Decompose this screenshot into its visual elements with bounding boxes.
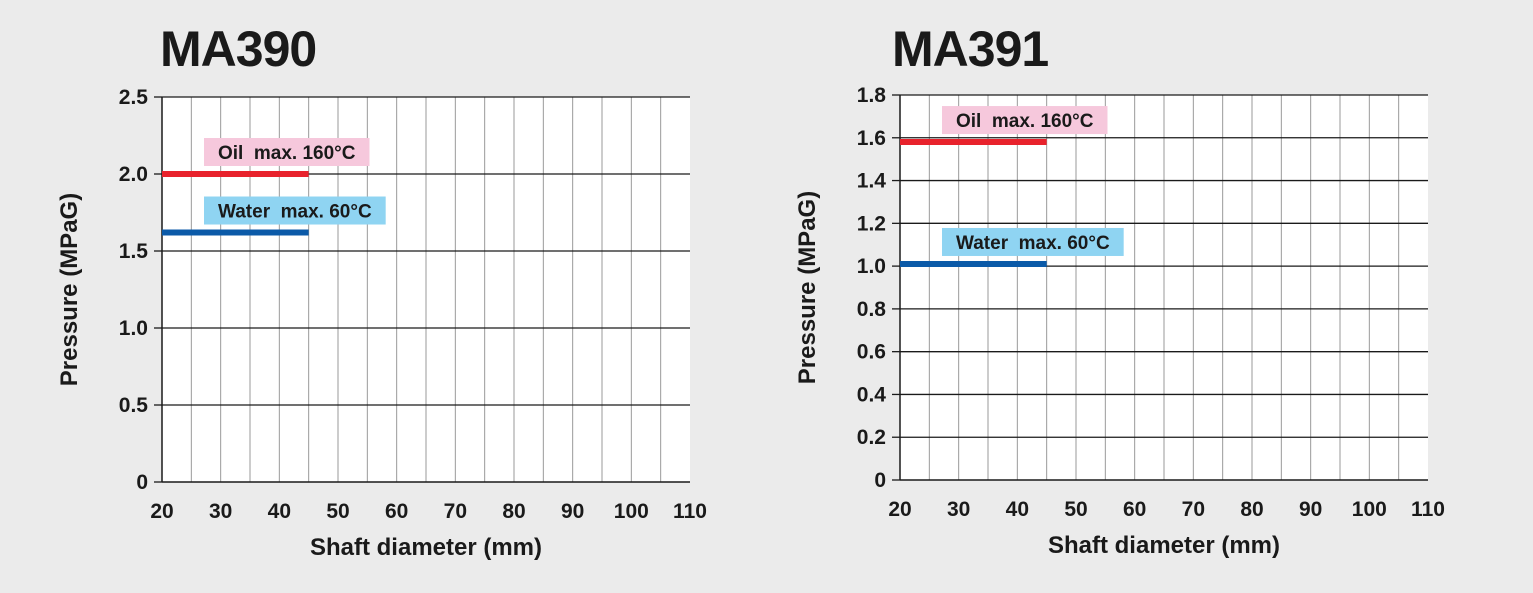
- y-tick-label: 0.6: [857, 341, 886, 364]
- x-tick-label: 50: [1064, 498, 1087, 521]
- x-tick-label: 110: [673, 500, 707, 523]
- chart-title: MA391: [892, 21, 1049, 77]
- x-tick-label: 90: [1299, 498, 1322, 521]
- x-tick-label: 80: [1240, 498, 1263, 521]
- chart-title: MA390: [160, 21, 317, 77]
- x-tick-label: 70: [1182, 498, 1205, 521]
- x-tick-label: 40: [1006, 498, 1029, 521]
- x-tick-label: 60: [385, 500, 408, 523]
- x-tick-label: 40: [268, 500, 291, 523]
- series-label: Water max. 60°C: [956, 233, 1110, 254]
- y-tick-label: 1.0: [119, 317, 148, 340]
- y-tick-label: 2.5: [119, 86, 149, 109]
- chart-plot: 0 0.2 0.4 0.6 0.8 1.0 1.2 1.4 1.6 1.8 20 30 40 50 60 70…: [794, 84, 1445, 559]
- x-axis-title: Shaft diameter (mm): [1048, 532, 1280, 559]
- y-tick-label: 0: [136, 471, 148, 494]
- series-label: Oil max. 160°C: [218, 143, 356, 164]
- series-label-background: [942, 227, 1124, 256]
- x-tick-label: 20: [150, 500, 173, 523]
- x-tick-label: 60: [1123, 498, 1146, 521]
- y-tick-label: 0.4: [857, 383, 887, 406]
- x-tick-label: 20: [888, 498, 911, 521]
- y-axis-title: Pressure (MPaG): [56, 193, 83, 386]
- series-label: Oil max. 160°C: [956, 111, 1094, 132]
- y-tick-label: 1.5: [119, 240, 149, 263]
- y-axis-title: Pressure (MPaG): [794, 191, 821, 384]
- chart-plot: 0 0.5 1.0 1.5 2.0 2.5 20 30 40 50 60 70 80 90 100 110 Sh…: [56, 86, 707, 561]
- y-tick-label: 0: [874, 469, 886, 492]
- x-tick-label: 30: [947, 498, 970, 521]
- y-tick-label: 1.6: [857, 127, 886, 150]
- y-tick-label: 2.0: [119, 163, 148, 186]
- x-tick-label: 70: [444, 500, 467, 523]
- chart-ma390: MA390 0 0.5 1.0 1.5 2.0 2.5 20 30 40 50 60 70 80 90 10…: [0, 0, 760, 593]
- series-label-background: [204, 196, 386, 225]
- x-tick-label: 80: [502, 500, 525, 523]
- x-tick-label: 90: [561, 500, 584, 523]
- x-tick-label: 50: [326, 500, 349, 523]
- x-tick-label: 100: [1352, 498, 1387, 521]
- chart-ma391: MA391 0 0.2 0.4 0.6 0.8 1.0 1.2 1.4 1.6 1.8 20 30 40…: [740, 0, 1500, 593]
- y-tick-label: 0.2: [857, 426, 886, 449]
- series-label: Water max. 60°C: [218, 202, 372, 223]
- x-axis-title: Shaft diameter (mm): [310, 534, 542, 561]
- y-tick-label: 1.4: [857, 170, 887, 193]
- y-tick-label: 1.8: [857, 84, 887, 107]
- series-label-background: [942, 106, 1108, 135]
- x-tick-label: 30: [209, 500, 232, 523]
- y-tick-label: 1.0: [857, 255, 886, 278]
- x-tick-label: 100: [614, 500, 649, 523]
- x-tick-label: 110: [1411, 498, 1445, 521]
- series-label-background: [204, 138, 370, 166]
- y-tick-label: 1.2: [857, 212, 886, 235]
- y-tick-label: 0.5: [119, 394, 149, 417]
- y-tick-label: 0.8: [857, 298, 887, 321]
